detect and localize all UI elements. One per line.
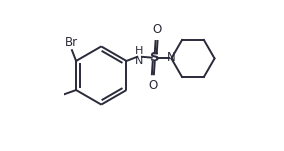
Text: O: O bbox=[148, 79, 157, 92]
Text: Br: Br bbox=[65, 36, 78, 49]
Text: S: S bbox=[150, 51, 160, 64]
Text: O: O bbox=[152, 23, 162, 36]
Text: N: N bbox=[167, 51, 176, 64]
Text: H
N: H N bbox=[135, 46, 143, 66]
